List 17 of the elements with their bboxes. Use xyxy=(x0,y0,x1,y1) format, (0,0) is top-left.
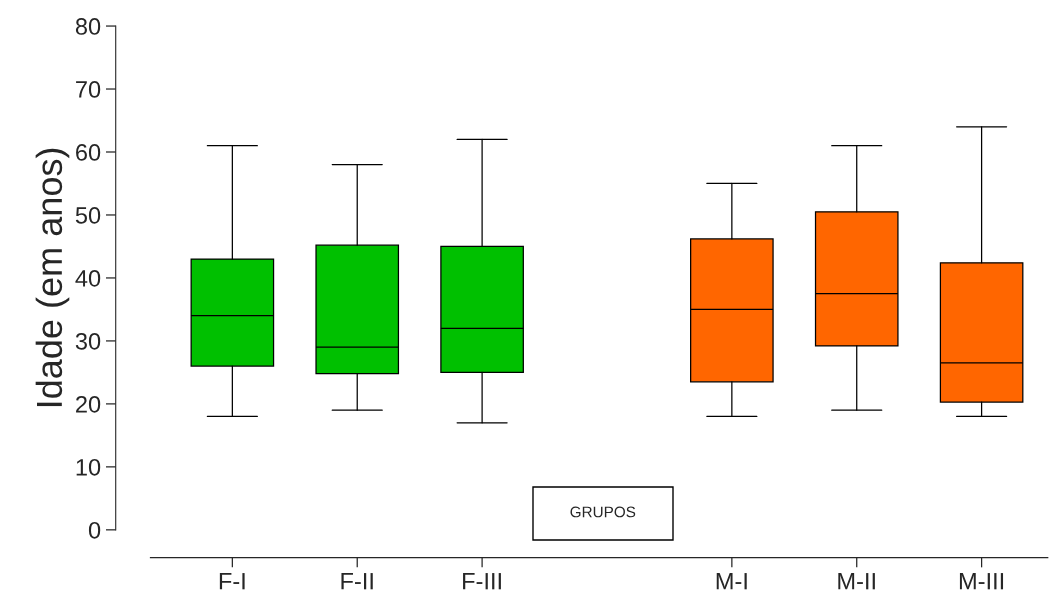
y-tick-label: 30 xyxy=(75,332,101,350)
y-tick-label: 80 xyxy=(75,18,101,35)
y-tick-label: 70 xyxy=(76,81,101,98)
y-tick-label: 50 xyxy=(75,207,101,224)
y-tick-label: 40 xyxy=(75,270,101,287)
x-tick-label: M-I xyxy=(716,573,747,590)
annotation: GRUPOS xyxy=(570,506,636,518)
x-tick-label: M-III xyxy=(959,573,1004,590)
y-tick-label: 20 xyxy=(76,395,101,413)
x-tick-label: F-III xyxy=(463,573,501,590)
x-tick-label: F-II xyxy=(341,573,373,590)
y-tick-label: 0 xyxy=(88,521,101,539)
x-tick-label: F-I xyxy=(219,573,245,590)
x-tick-label: M-II xyxy=(838,573,875,590)
y-tick-label: 60 xyxy=(76,144,101,161)
y-axis-title: Idade (em anos) xyxy=(35,148,70,407)
y-tick-label: 10 xyxy=(76,458,101,476)
